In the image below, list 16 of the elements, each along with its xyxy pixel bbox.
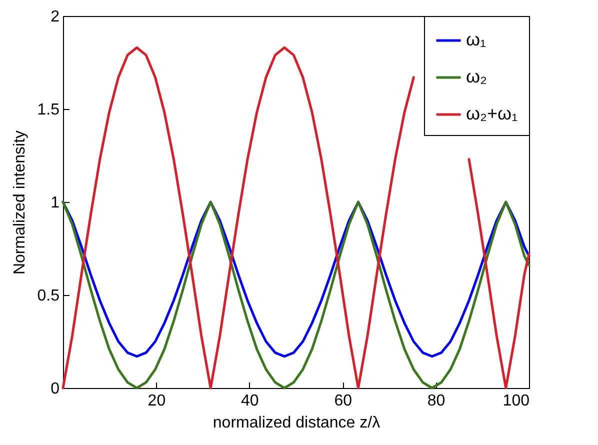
legend-label: ω₂+ω₁	[466, 104, 518, 124]
y-tick-label: 0.5	[37, 288, 60, 304]
x-tick-label: 80	[427, 392, 446, 410]
legend-label: ω₁	[466, 30, 486, 50]
legend-label: ω₂	[466, 66, 488, 86]
x-tick-label: 60	[334, 392, 352, 410]
y-tick-label: 1.5	[37, 102, 60, 118]
x-tick-label: 100	[502, 392, 530, 410]
line-series	[62, 200, 530, 390]
y-tick-label: 0	[50, 380, 60, 398]
x-tick-label: 40	[241, 392, 259, 410]
x-tick-label: 20	[148, 392, 166, 410]
y-tick-label: 2	[50, 8, 60, 26]
x-axis-title: normalized distance z/λ	[212, 414, 380, 432]
y-axis-title: Normalized intensity	[11, 130, 28, 275]
y-tick-label: 1	[50, 194, 60, 212]
